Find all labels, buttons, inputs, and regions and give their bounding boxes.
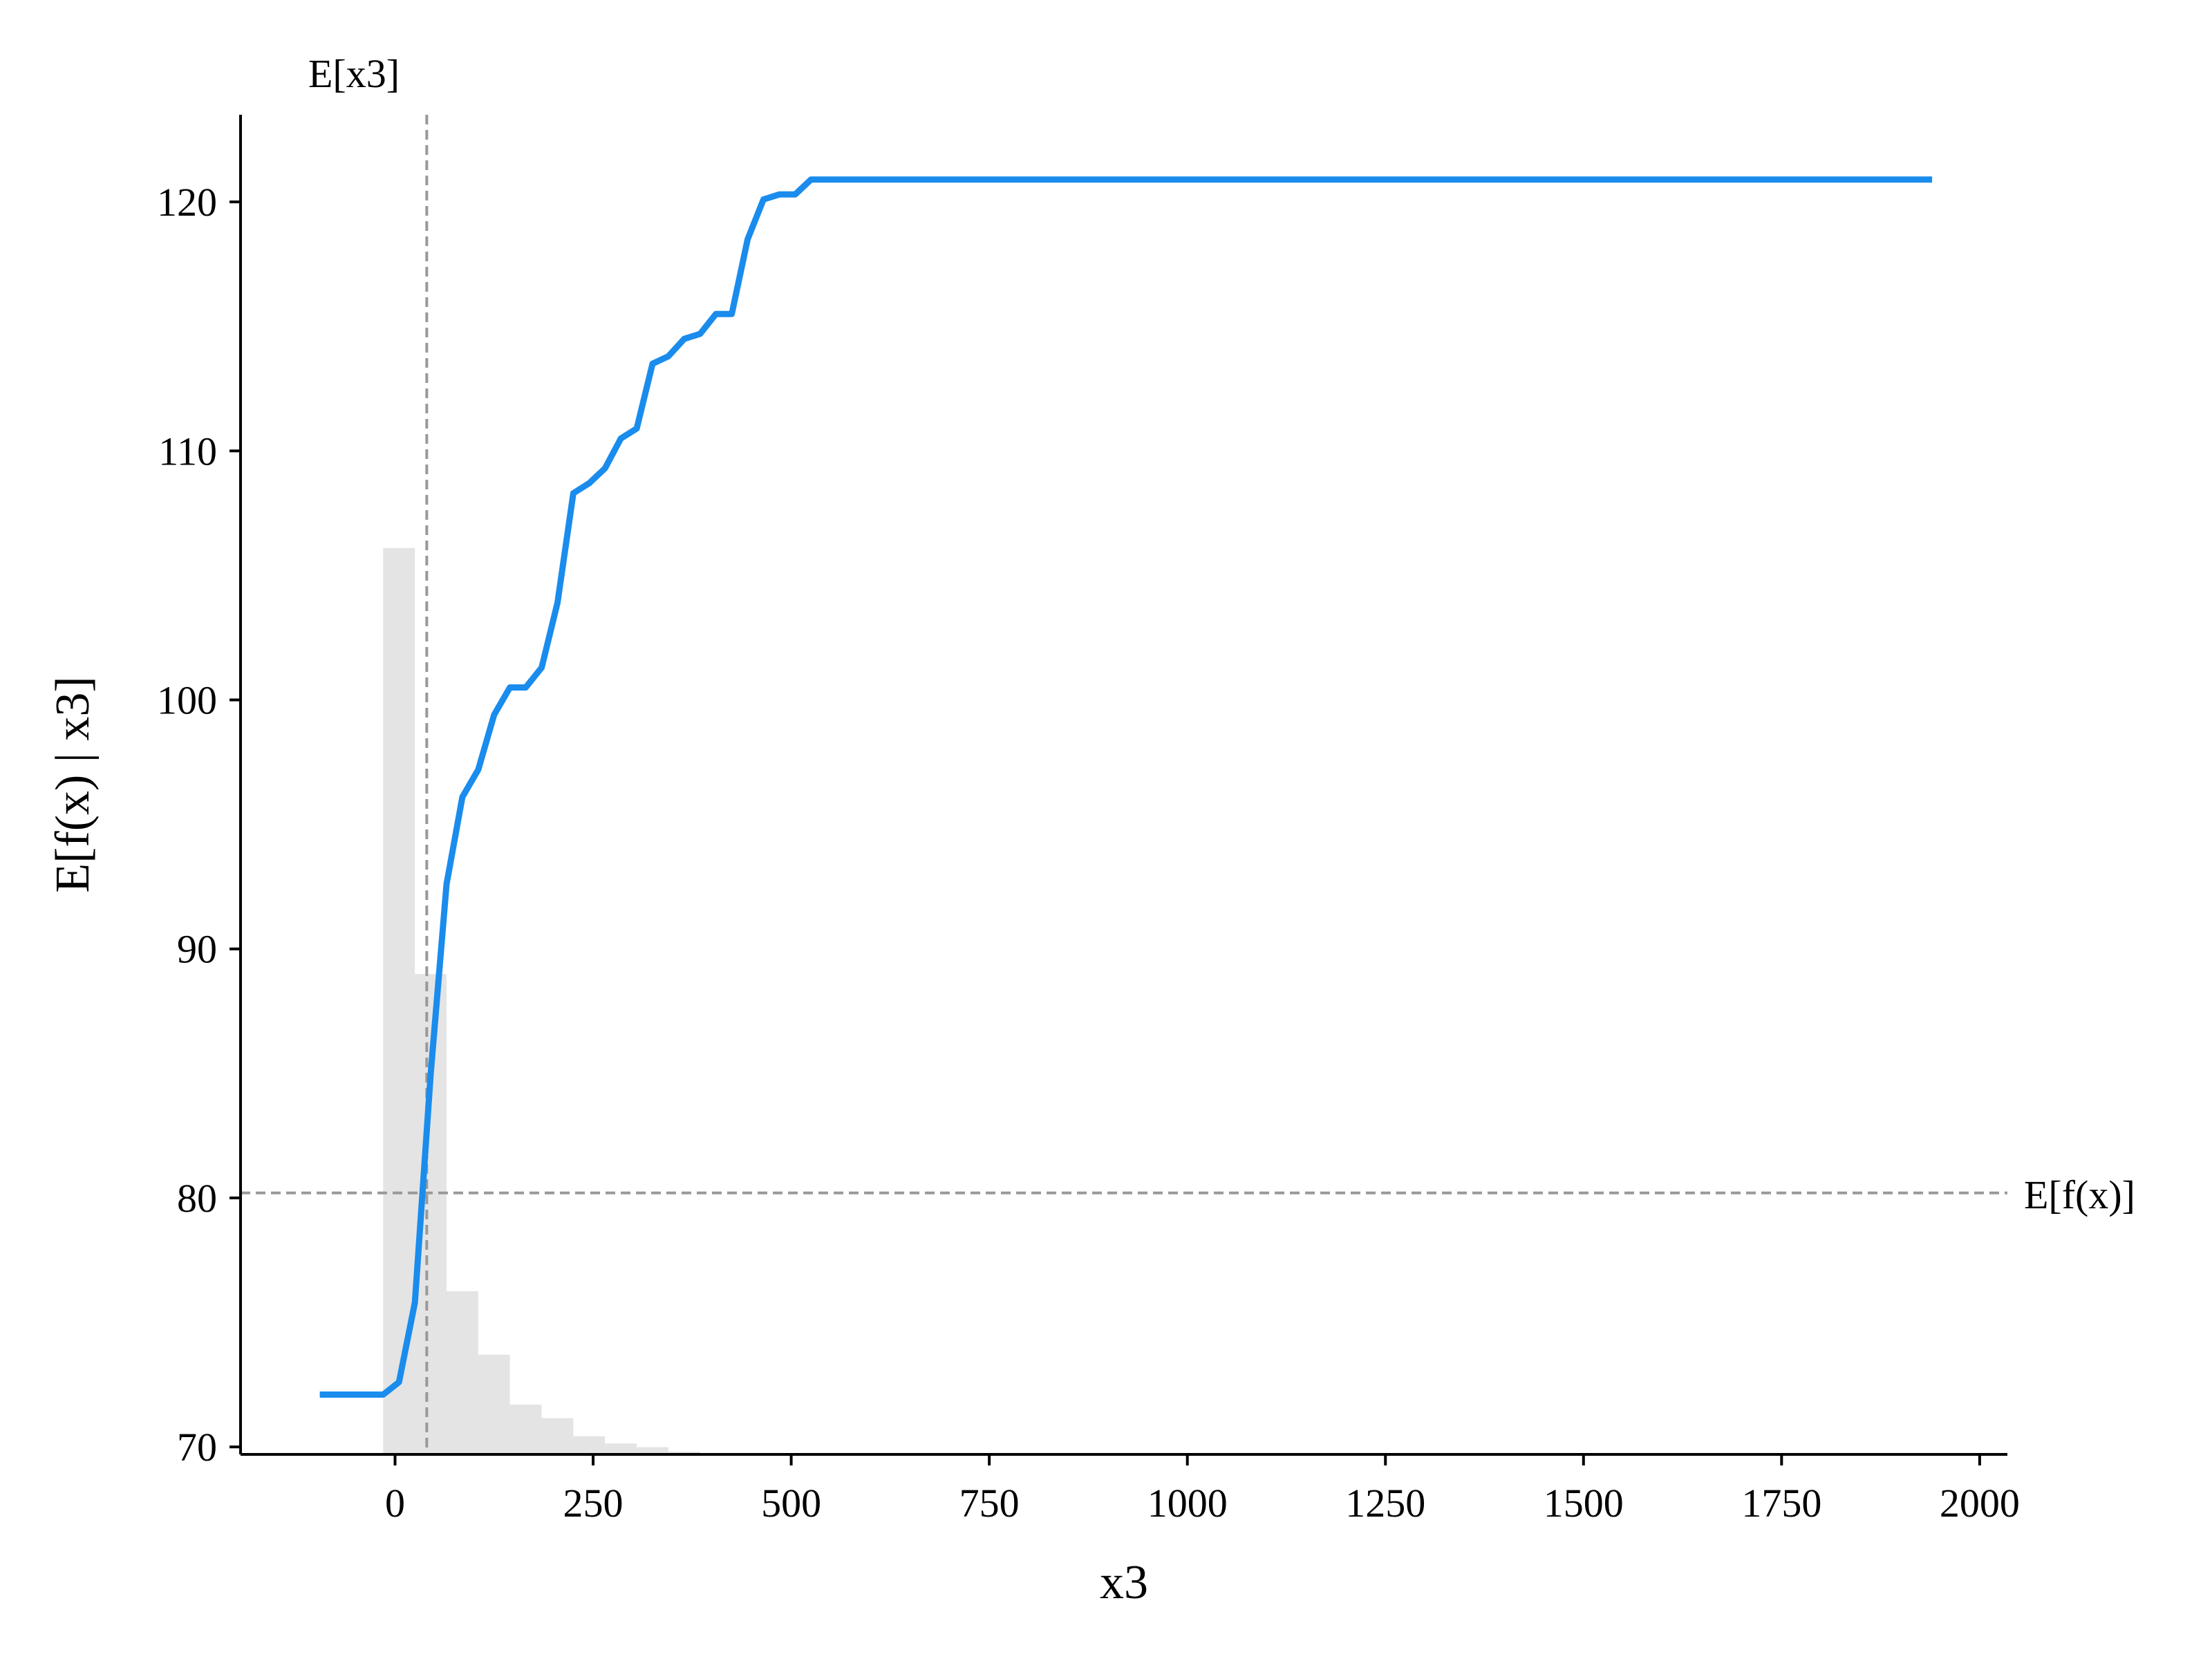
histogram-bar (541, 1418, 574, 1454)
x-tick-label: 1500 (1544, 1481, 1624, 1526)
histogram-bar (637, 1447, 668, 1454)
x-axis-label: x3 (1100, 1556, 1148, 1609)
x-tick-label: 250 (563, 1481, 624, 1526)
y-tick-label: 80 (177, 1176, 217, 1221)
series-line (319, 176, 1933, 1398)
x-tick-label: 1250 (1345, 1481, 1425, 1526)
x-tick-label: 0 (385, 1481, 405, 1526)
x-tick-label: 500 (761, 1481, 821, 1526)
histogram (383, 547, 700, 1454)
y-tick-label: 100 (157, 678, 217, 723)
y-tick-label: 70 (177, 1425, 217, 1470)
x-tick-label: 1000 (1147, 1481, 1228, 1526)
histogram-bar (478, 1354, 510, 1454)
x-tick-label: 2000 (1940, 1481, 2020, 1526)
x-tick-label: 750 (959, 1481, 1020, 1526)
reference-lines (241, 115, 2007, 1454)
y-tick-label: 110 (158, 429, 217, 474)
y-tick-label: 90 (177, 927, 217, 972)
vertical-reference-label: E[x3] (308, 51, 400, 96)
horizontal-reference-label: E[f(x)] (2024, 1172, 2135, 1217)
histogram-bar (509, 1404, 542, 1454)
histogram-bar (605, 1443, 637, 1454)
labels: x3 E[f(x) | x3] E[x3] E[f(x)] (46, 51, 2135, 1609)
axes: 0 250 500 750 1000 1250 1500 1750 2000 70 80 90 100 1… (157, 115, 2020, 1526)
histogram-bar (573, 1436, 606, 1454)
y-tick-label: 120 (157, 180, 217, 225)
histogram-bar (383, 547, 415, 1454)
x-tick-label: 1750 (1741, 1481, 1821, 1526)
y-axis-label: E[f(x) | x3] (46, 676, 100, 892)
series-layer (319, 176, 1933, 1398)
histogram-bar (447, 1291, 478, 1454)
